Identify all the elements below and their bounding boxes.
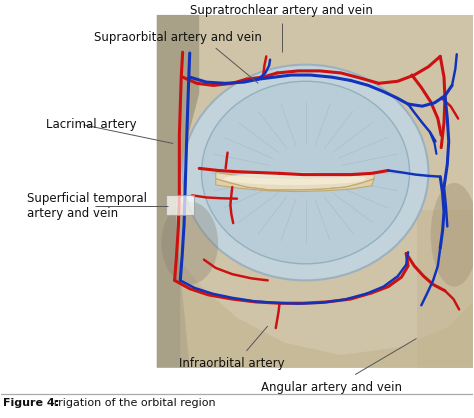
Ellipse shape — [224, 173, 365, 185]
Text: Figure 4:: Figure 4: — [3, 398, 59, 408]
Text: Supraorbital artery and vein: Supraorbital artery and vein — [94, 31, 262, 44]
Polygon shape — [156, 15, 474, 367]
Polygon shape — [417, 210, 474, 367]
Text: Superficial temporal
artery and vein: Superficial temporal artery and vein — [27, 192, 146, 220]
Text: Irrigation of the orbital region: Irrigation of the orbital region — [46, 398, 215, 408]
Polygon shape — [216, 173, 374, 190]
Text: Angular artery and vein: Angular artery and vein — [261, 381, 402, 394]
Text: Supratrochlear artery and vein: Supratrochlear artery and vein — [191, 4, 374, 17]
Ellipse shape — [182, 65, 428, 280]
Text: Infraorbital artery: Infraorbital artery — [180, 357, 285, 370]
FancyBboxPatch shape — [166, 195, 194, 215]
Polygon shape — [180, 260, 474, 367]
Text: Lacrimal artery: Lacrimal artery — [46, 118, 136, 131]
Polygon shape — [156, 15, 199, 367]
Ellipse shape — [161, 201, 218, 285]
Ellipse shape — [201, 81, 410, 264]
Ellipse shape — [431, 183, 474, 287]
Polygon shape — [216, 179, 374, 191]
